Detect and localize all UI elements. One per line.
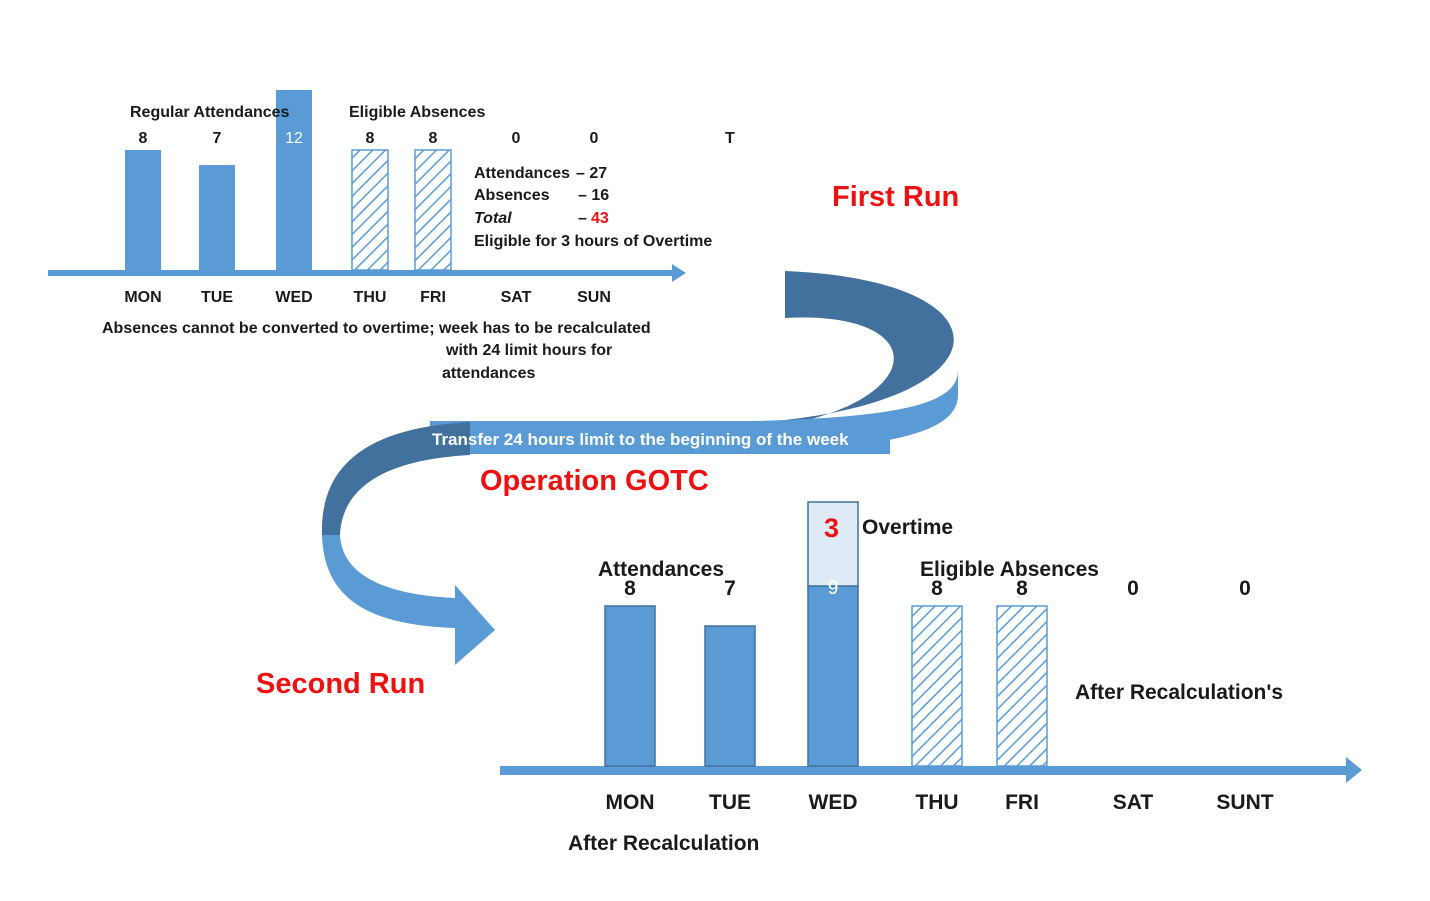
bar-tue [704, 625, 756, 767]
value-label-mon: 8 [624, 577, 636, 600]
label-eligible-absences-top: Eligible Absences [349, 104, 486, 121]
value-label-wed: 9 [827, 578, 839, 599]
summary-total-label: Total [474, 210, 512, 227]
bar-wed [807, 585, 859, 767]
bar-fri [414, 149, 452, 271]
category-label-fri: FRI [1005, 791, 1039, 814]
summary-eligible-overtime: Eligible for 3 hours of Overtime [474, 233, 713, 250]
second-run-title: Second Run [256, 668, 426, 700]
value-label-tue: 7 [724, 577, 736, 600]
value-label-thu: 8 [365, 130, 375, 147]
first-run-title: First Run [832, 181, 960, 213]
first-run-bars [125, 90, 452, 271]
summary-attendances-label: Attendances [474, 165, 571, 182]
note-line-1: Absences cannot be converted to overtime… [102, 320, 651, 337]
bar-overtime-wed [807, 501, 859, 587]
note-line-3: attendances [442, 365, 536, 382]
top-axis-arrow [48, 264, 686, 282]
after-recalculation-right: After Recalculation's [1075, 681, 1284, 704]
category-label-wed: WED [808, 791, 858, 814]
value-label-sat: 0 [511, 130, 521, 147]
transfer-band [430, 421, 890, 454]
value-label-sunt: 0 [1239, 577, 1251, 600]
summary-attendances-value: – 27 [576, 165, 608, 182]
value-label-sat: 0 [1127, 577, 1139, 600]
value-label-sun: 0 [589, 130, 599, 147]
transfer-text: Transfer 24 hours limit to the beginning… [432, 430, 849, 449]
value-label-wed: 12 [285, 130, 303, 147]
label-regular-attendances: Regular Attendances [130, 104, 290, 121]
category-label-sunt: SUNT [1216, 791, 1274, 814]
value-label-fri: 8 [428, 130, 438, 147]
category-label-mon: MON [124, 289, 162, 306]
summary-absences-label: Absences [474, 187, 550, 204]
category-label-tue: TUE [201, 289, 233, 306]
value-label-thu: 8 [931, 577, 943, 600]
value-label-mon: 8 [138, 130, 148, 147]
value-label-tue: 7 [212, 130, 222, 147]
after-recalculation-bottom: After Recalculation [568, 832, 760, 855]
ribbon-lower-front [322, 535, 495, 665]
ribbon-lower-bend [321, 422, 470, 535]
category-label-tue: TUE [709, 791, 751, 814]
category-label-mon: MON [605, 791, 655, 814]
bottom-axis-arrow [500, 757, 1362, 783]
category-label-sat: SAT [500, 289, 532, 306]
summary-absences-value: – 16 [578, 187, 610, 204]
value-label-fri: 8 [1016, 577, 1028, 600]
bar-thu [351, 149, 389, 271]
operation-gotc: Operation GOTC [480, 465, 709, 497]
bar-mon [125, 150, 161, 270]
category-label-sun: SUN [577, 289, 611, 306]
overtime-value: 3 [824, 513, 840, 543]
category-label-thu: THU [915, 791, 959, 814]
note-line-2: with 24 limit hours for [446, 342, 613, 359]
ribbon-upper-bend [785, 271, 954, 425]
bar-thu [911, 605, 963, 767]
bar-fri [996, 605, 1048, 767]
category-label-thu: THU [353, 289, 387, 306]
bar-wed [276, 90, 312, 270]
summary-total-value: 43 [591, 210, 609, 227]
category-label-wed: WED [275, 289, 313, 306]
bar-mon [604, 605, 656, 767]
bar-tue [199, 165, 235, 270]
category-label-sat: SAT [1112, 791, 1154, 814]
label-eligible-absences-bottom: Eligible Absences [920, 558, 1099, 581]
label-attendances: Attendances [598, 558, 725, 581]
category-label-fri: FRI [420, 289, 446, 306]
second-run-bars [604, 501, 1048, 767]
summary-total-dash: – [578, 210, 587, 227]
t-marker: T [725, 130, 735, 147]
overtime-label: Overtime [862, 516, 954, 539]
